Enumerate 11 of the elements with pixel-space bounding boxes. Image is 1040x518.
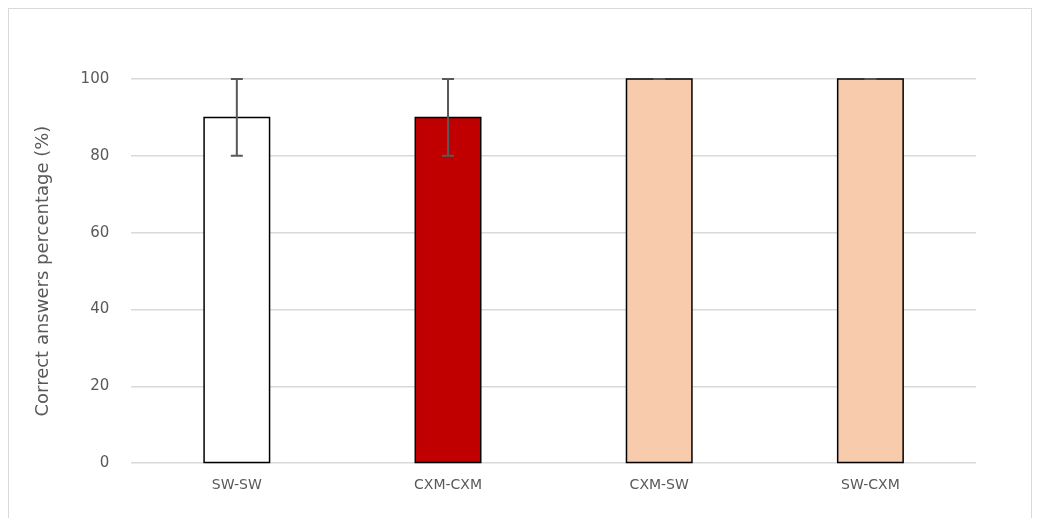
x-tick-label: SW-CXM — [841, 476, 900, 493]
y-tick-label: 0 — [99, 453, 110, 472]
x-tick-label: SW-SW — [211, 476, 262, 493]
y-tick-label: 100 — [80, 68, 110, 87]
x-tick-label: CXM-CXM — [414, 476, 482, 493]
y-axis-title: Correct answers percentage (%) — [31, 125, 53, 417]
y-tick-label: 60 — [90, 222, 110, 241]
y-tick-label: 20 — [90, 376, 110, 395]
y-tick-label: 40 — [90, 299, 110, 318]
x-tick-label: CXM-SW — [629, 476, 689, 493]
y-tick-label: 80 — [90, 145, 110, 164]
